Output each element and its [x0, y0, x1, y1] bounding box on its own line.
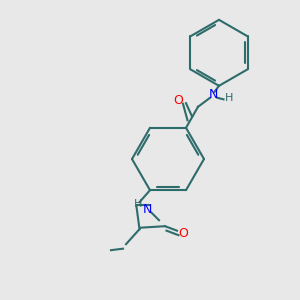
Text: N: N [142, 203, 152, 216]
Text: H: H [134, 199, 142, 209]
Text: O: O [174, 94, 183, 107]
Text: N: N [208, 88, 218, 101]
Text: O: O [178, 227, 188, 240]
Text: H: H [225, 93, 234, 103]
